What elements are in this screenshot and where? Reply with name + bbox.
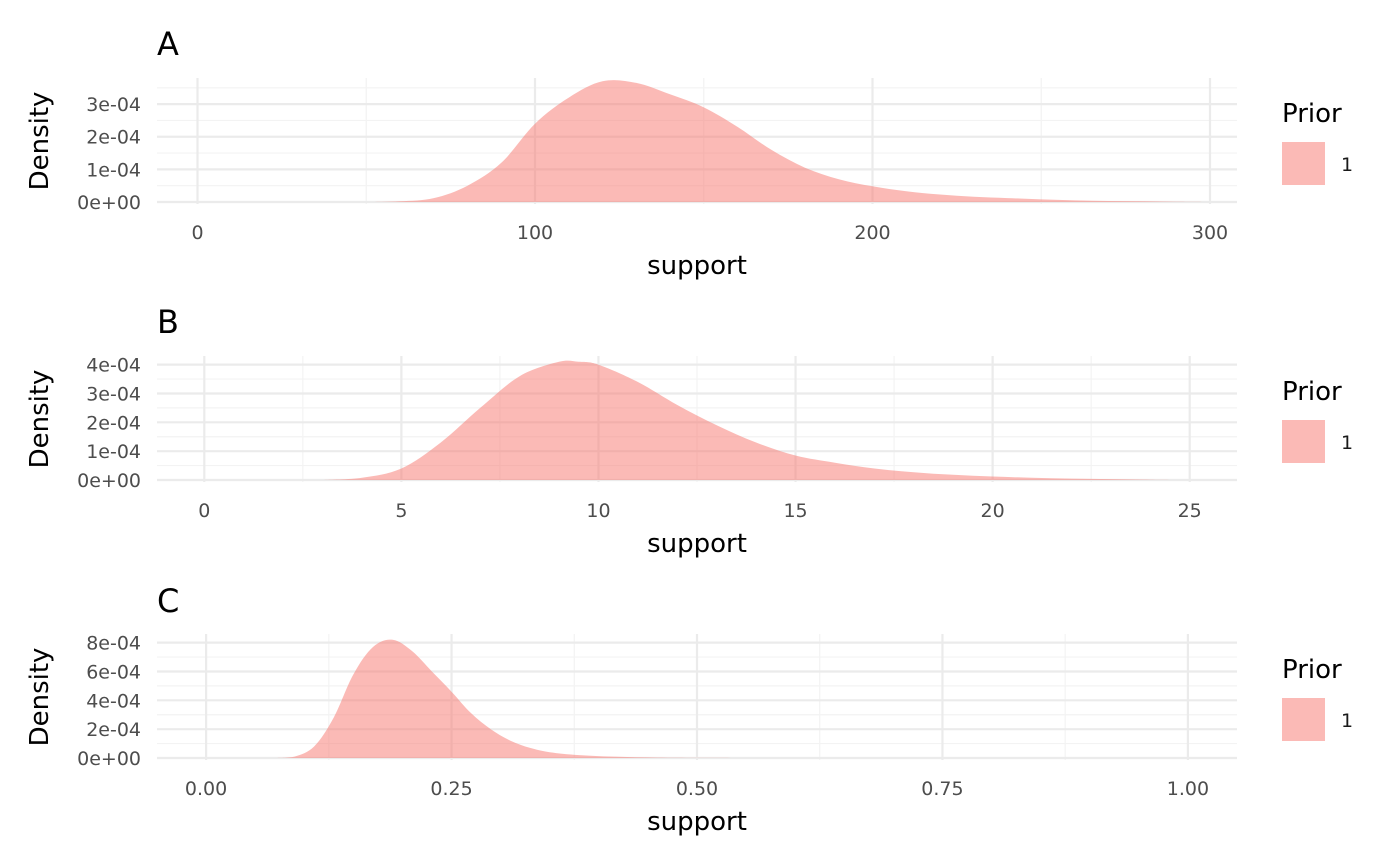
density-area-b bbox=[322, 360, 1190, 480]
x-tick-label: 0.00 bbox=[185, 778, 227, 800]
y-tick-label: 4e-04 bbox=[86, 690, 141, 712]
y-tick-label: 3e-04 bbox=[86, 94, 141, 116]
legend: Prior 1 bbox=[1282, 99, 1353, 185]
y-tick-label: 2e-04 bbox=[86, 127, 141, 149]
y-axis-label: Density bbox=[25, 92, 55, 191]
x-tick-label: 15 bbox=[783, 500, 807, 522]
x-axis-label: support bbox=[647, 807, 747, 837]
density-area-a bbox=[366, 80, 1210, 202]
y-tick-label: 3e-04 bbox=[86, 383, 141, 405]
y-tick-label: 8e-04 bbox=[86, 633, 141, 655]
x-tick-label: 0 bbox=[198, 500, 210, 522]
x-tick-label: 100 bbox=[517, 222, 553, 244]
legend: Prior 1 bbox=[1282, 655, 1353, 741]
legend-key-swatch bbox=[1282, 698, 1325, 741]
panel-c: 0.00 0.25 0.50 0.75 1.00 0e+00 2e-04 4e-04 6e-04… bbox=[25, 582, 1353, 837]
x-tick-label: 5 bbox=[395, 500, 407, 522]
x-tick-label: 20 bbox=[981, 500, 1005, 522]
legend-entry-label: 1 bbox=[1341, 710, 1353, 732]
legend: Prior 1 bbox=[1282, 377, 1353, 463]
y-tick-label: 0e+00 bbox=[77, 470, 141, 492]
legend-key-swatch bbox=[1282, 420, 1325, 463]
legend-title: Prior bbox=[1282, 655, 1342, 685]
legend-title: Prior bbox=[1282, 99, 1342, 129]
x-tick-label: 0.50 bbox=[676, 778, 718, 800]
y-tick-label: 1e-04 bbox=[86, 159, 141, 181]
x-tick-label: 200 bbox=[854, 222, 890, 244]
x-tick-label: 0.75 bbox=[921, 778, 963, 800]
density-area-c bbox=[274, 639, 747, 758]
x-tick-label: 10 bbox=[586, 500, 610, 522]
y-tick-label: 2e-04 bbox=[86, 412, 141, 434]
panel-title: A bbox=[157, 25, 179, 63]
y-tick-label: 0e+00 bbox=[77, 192, 141, 214]
y-axis-label: Density bbox=[25, 648, 55, 747]
y-tick-label: 2e-04 bbox=[86, 719, 141, 741]
y-tick-label: 4e-04 bbox=[86, 355, 141, 377]
x-tick-label: 0.25 bbox=[430, 778, 472, 800]
x-tick-label: 1.00 bbox=[1167, 778, 1209, 800]
x-tick-label: 300 bbox=[1192, 222, 1228, 244]
y-tick-label: 6e-04 bbox=[86, 661, 141, 683]
legend-entry-label: 1 bbox=[1341, 432, 1353, 454]
x-axis-label: support bbox=[647, 251, 747, 281]
y-axis-label: Density bbox=[25, 370, 55, 469]
x-tick-label: 0 bbox=[191, 222, 203, 244]
y-tick-label: 1e-04 bbox=[86, 441, 141, 463]
x-axis-label: support bbox=[647, 529, 747, 559]
panel-title: C bbox=[157, 582, 179, 620]
panel-title: B bbox=[157, 303, 179, 341]
panel-b: 0 5 10 15 20 25 0e+00 1e-04 2e-04 3e-04 4e-04 Bsupp… bbox=[25, 303, 1353, 559]
legend-entry-label: 1 bbox=[1341, 154, 1353, 176]
x-tick-label: 25 bbox=[1178, 500, 1202, 522]
legend-key-swatch bbox=[1282, 142, 1325, 185]
legend-title: Prior bbox=[1282, 377, 1342, 407]
y-tick-label: 0e+00 bbox=[77, 748, 141, 770]
